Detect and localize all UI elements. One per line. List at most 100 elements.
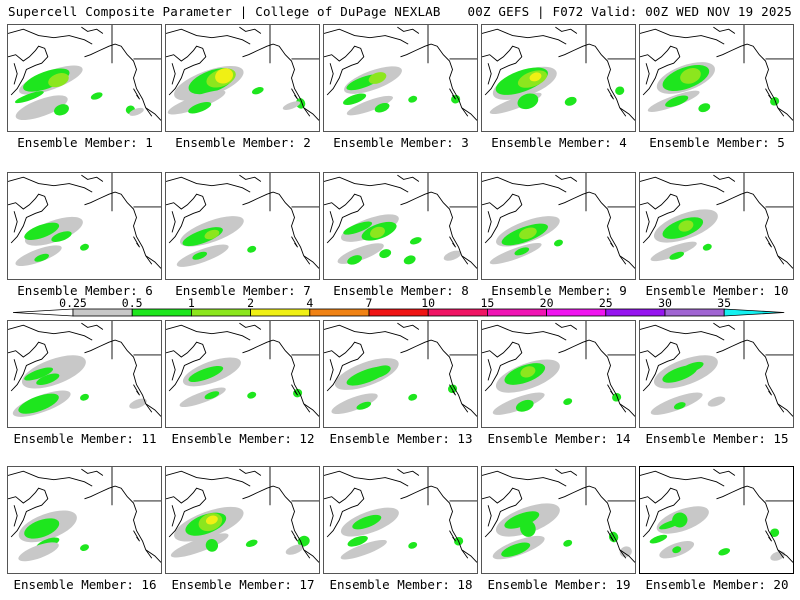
ensemble-member-map-10 — [639, 172, 794, 280]
scp-contour-area — [347, 535, 368, 547]
colorbar-bin — [250, 308, 311, 317]
scp-contour-area — [251, 87, 264, 95]
coastline — [145, 403, 161, 417]
scp-contour-area — [517, 93, 539, 110]
map-canvas — [8, 25, 161, 121]
coastline — [619, 107, 635, 121]
ensemble-member-label: Ensemble Member: 5 — [649, 135, 785, 150]
colorbar-tick-label: 30 — [658, 296, 672, 310]
scp-contour-area — [192, 251, 208, 260]
ensemble-member-map-14 — [481, 320, 636, 428]
coastline — [400, 43, 469, 117]
coastline — [133, 88, 140, 100]
scp-contour-area — [707, 396, 726, 407]
map-canvas — [482, 467, 635, 563]
ensemble-member-map-20 — [639, 466, 794, 574]
coastline — [242, 43, 311, 117]
coastline — [84, 191, 153, 265]
scp-contour-area — [368, 72, 387, 84]
coastline — [8, 28, 93, 45]
map-canvas — [324, 25, 477, 121]
ensemble-member-label: Ensemble Member: 4 — [491, 135, 627, 150]
scp-contour-area — [188, 101, 212, 114]
coastline — [558, 191, 627, 265]
coastline — [303, 255, 319, 269]
ensemble-member-label: Ensemble Member: 6 — [17, 283, 153, 298]
scp-contour-area — [347, 255, 362, 265]
coastline — [461, 403, 477, 417]
scp-contour-area — [21, 355, 86, 389]
scp-contour-area — [672, 546, 682, 554]
coastline — [166, 45, 207, 96]
colorbar: 0.25 0.5 1 2 4 7 10 15 20 25 30 35 — [12, 296, 789, 320]
scp-contour-area — [650, 392, 703, 415]
coastline — [171, 63, 176, 85]
coastline — [555, 174, 578, 182]
coastline — [777, 549, 793, 563]
ensemble-member-map-1 — [7, 24, 162, 132]
ensemble-member-map-7 — [165, 172, 320, 280]
coastline — [482, 470, 567, 487]
coastline — [84, 43, 153, 117]
coastline — [8, 176, 93, 193]
ensemble-member-label: Ensemble Member: 17 — [171, 577, 315, 592]
coastline — [640, 324, 725, 341]
scp-contour-area — [367, 365, 391, 379]
scp-contour-area — [129, 107, 144, 116]
coastline — [645, 359, 650, 381]
map-canvas — [640, 25, 793, 121]
coastline — [133, 530, 140, 542]
ensemble-member-map-5 — [639, 24, 794, 132]
coastline — [640, 487, 681, 538]
coastline — [397, 174, 420, 182]
coastline — [607, 384, 614, 396]
scp-contour-area — [702, 243, 712, 251]
coastline — [291, 88, 298, 100]
coastline — [645, 211, 650, 233]
coastline — [324, 45, 365, 96]
coastline — [166, 176, 251, 193]
coastline — [171, 359, 176, 381]
coastline — [487, 211, 492, 233]
coastline — [607, 530, 614, 542]
coastline — [329, 505, 334, 527]
coastline — [166, 28, 251, 45]
coastline — [239, 26, 262, 34]
map-canvas — [324, 321, 477, 417]
coastline — [324, 176, 409, 193]
scp-contour-area — [718, 548, 731, 556]
scp-contour-area — [247, 391, 257, 399]
scp-contour-area — [247, 245, 257, 253]
map-canvas — [166, 467, 319, 563]
coastline — [145, 107, 161, 121]
ensemble-member-map-8 — [323, 172, 478, 280]
scp-contour-area — [170, 533, 229, 558]
coastline — [324, 28, 409, 45]
scp-contour-area — [554, 239, 563, 247]
coastline — [777, 255, 793, 269]
coastline — [487, 505, 492, 527]
scp-contour-area — [672, 512, 688, 528]
coastline — [303, 549, 319, 563]
coastline — [8, 487, 49, 538]
scp-contour-area — [215, 68, 234, 84]
colorbar-graphic — [12, 308, 785, 317]
coastline — [84, 339, 153, 413]
scp-contour-area — [649, 534, 668, 544]
coastline — [555, 26, 578, 34]
colorbar-over-arrow — [723, 308, 785, 317]
coastline — [400, 339, 469, 413]
coastline — [400, 191, 469, 265]
coastline — [713, 322, 736, 330]
coastline — [239, 174, 262, 182]
scp-contour-area — [204, 229, 220, 240]
scp-contour-area — [80, 393, 89, 401]
coastline — [397, 322, 420, 330]
coastline — [765, 384, 772, 396]
scp-contour-area — [612, 393, 622, 402]
scp-contour-area — [619, 546, 632, 558]
coastline — [324, 470, 409, 487]
scp-contour-area — [90, 92, 103, 100]
scp-contour-area — [520, 520, 536, 537]
map-canvas — [640, 467, 793, 563]
